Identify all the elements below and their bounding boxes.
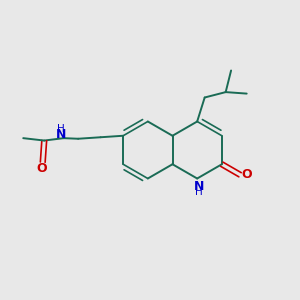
Text: N: N — [194, 180, 204, 194]
Text: N: N — [56, 128, 66, 141]
Text: O: O — [241, 168, 252, 181]
Text: H: H — [57, 124, 64, 134]
Text: O: O — [37, 162, 47, 175]
Text: H: H — [195, 187, 203, 197]
